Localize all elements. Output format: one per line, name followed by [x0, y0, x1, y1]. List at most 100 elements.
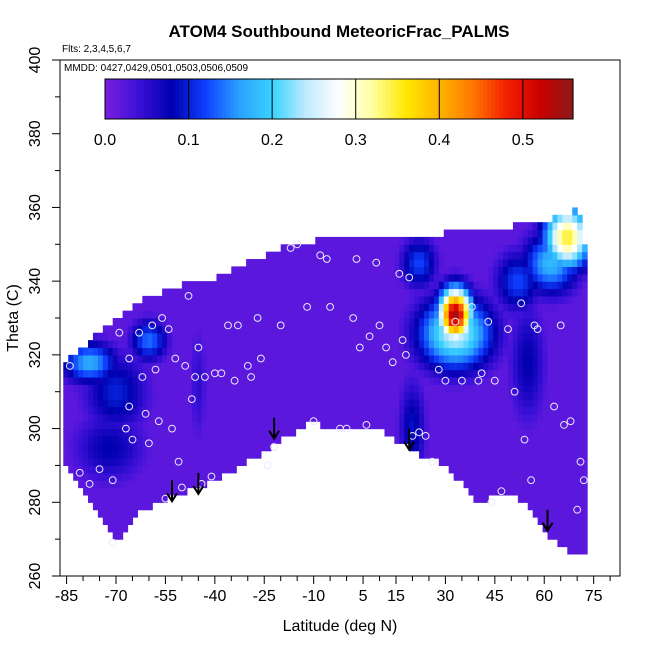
heatmap-cell: [527, 428, 534, 437]
heatmap-cell: [102, 362, 109, 371]
heatmap-cell: [512, 251, 519, 260]
heatmap-cell: [428, 310, 435, 319]
heatmap-cell: [181, 362, 188, 371]
heatmap-cell: [147, 362, 153, 371]
heatmap-cell: [404, 428, 410, 437]
heatmap-cell: [433, 303, 440, 312]
heatmap-cell: [325, 347, 331, 356]
heatmap-cell: [433, 354, 440, 363]
heatmap-cell: [384, 266, 391, 275]
heatmap-cell: [577, 480, 583, 489]
heatmap-cell: [542, 347, 549, 356]
heatmap-cell: [503, 465, 509, 474]
heatmap-cell: [463, 384, 470, 393]
heatmap-cell: [211, 391, 218, 400]
heatmap-cell: [488, 413, 494, 422]
heatmap-cell: [419, 369, 425, 378]
heatmap-cell: [552, 214, 559, 223]
heatmap-cell: [216, 443, 223, 452]
heatmap-cell: [236, 435, 242, 444]
heatmap-cell: [503, 384, 509, 393]
heatmap-cell: [379, 318, 386, 326]
heatmap-cell: [473, 487, 479, 496]
heatmap-cell: [557, 244, 563, 253]
heatmap-cell: [63, 450, 69, 459]
heatmap-cell: [577, 295, 583, 304]
heatmap-cell: [517, 413, 524, 422]
heatmap-cell: [127, 413, 134, 422]
heatmap-cell: [508, 399, 514, 408]
heatmap-cell: [567, 310, 573, 319]
heatmap-cell: [280, 310, 287, 319]
heatmap-cell: [567, 502, 573, 511]
heatmap-cell: [335, 295, 341, 304]
heatmap-cell: [582, 443, 588, 452]
heatmap-cell: [325, 303, 331, 312]
heatmap-cell: [433, 266, 440, 275]
heatmap-cell: [394, 325, 400, 334]
heatmap-cell: [88, 362, 94, 371]
observation-point: [224, 321, 232, 330]
heatmap-cell: [364, 310, 371, 319]
heatmap-cell: [409, 406, 415, 415]
heatmap-cell: [251, 406, 257, 415]
heatmap-cell: [78, 413, 84, 422]
heatmap-cell: [473, 266, 479, 275]
heatmap-cell: [354, 421, 361, 430]
heatmap-cell: [399, 369, 405, 378]
heatmap-cell: [122, 384, 129, 393]
heatmap-cell: [483, 384, 489, 393]
heatmap-cell: [517, 458, 524, 467]
heatmap-cell: [384, 421, 391, 430]
heatmap-cell: [196, 391, 203, 400]
heatmap-cell: [270, 347, 277, 356]
heatmap-cell: [537, 406, 544, 415]
colorbar-segment: [483, 79, 488, 119]
heatmap-cell: [577, 472, 583, 481]
heatmap-cell: [241, 340, 247, 349]
heatmap-cell: [542, 517, 549, 525]
heatmap-cell: [300, 340, 307, 349]
heatmap-cell: [458, 340, 465, 349]
heatmap-cell: [512, 295, 519, 304]
heatmap-cell: [241, 281, 247, 290]
heatmap-cell: [389, 236, 395, 245]
heatmap-cell: [137, 487, 143, 496]
heatmap-cell: [577, 354, 583, 363]
heatmap-cell: [300, 310, 307, 319]
heatmap-cell: [552, 384, 559, 393]
heatmap-cell: [399, 325, 405, 334]
heatmap-cell: [147, 472, 153, 481]
heatmap-cell: [335, 273, 341, 282]
heatmap-cell: [280, 354, 287, 363]
heatmap-cell: [231, 362, 237, 371]
heatmap-cell: [473, 340, 479, 349]
heatmap-cell: [463, 318, 470, 326]
heatmap-cell: [88, 443, 94, 452]
heatmap-cell: [354, 295, 361, 304]
heatmap-cell: [176, 295, 183, 304]
heatmap-cell: [335, 318, 341, 326]
heatmap-cell: [97, 443, 104, 452]
heatmap-cell: [458, 428, 465, 437]
heatmap-cell: [102, 517, 109, 525]
colorbar-segment: [288, 79, 293, 119]
heatmap-cell: [310, 251, 316, 260]
heatmap-cell: [537, 251, 544, 260]
heatmap-cell: [251, 362, 257, 371]
heatmap-cell: [562, 273, 568, 282]
heatmap-cell: [503, 480, 509, 489]
heatmap-cell: [265, 391, 272, 400]
heatmap-cell: [206, 369, 213, 378]
heatmap-cell: [325, 421, 331, 430]
heatmap-cell: [433, 413, 440, 422]
heatmap-cell: [142, 399, 148, 408]
heatmap-cell: [438, 318, 445, 326]
heatmap-cell: [384, 251, 391, 260]
heatmap-cell: [88, 347, 94, 356]
heatmap-cell: [527, 325, 534, 334]
heatmap-cell: [226, 391, 232, 400]
heatmap-cell: [260, 259, 267, 267]
heatmap-cell: [300, 347, 307, 356]
heatmap-cell: [567, 524, 573, 533]
